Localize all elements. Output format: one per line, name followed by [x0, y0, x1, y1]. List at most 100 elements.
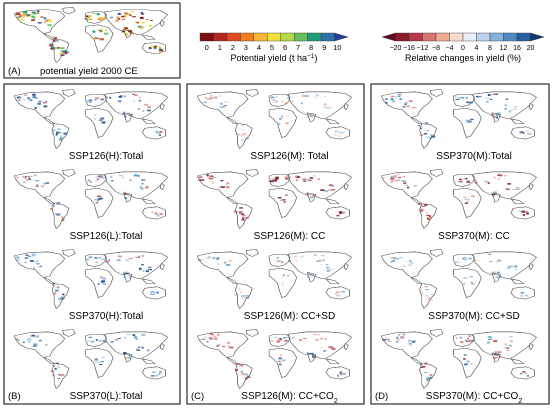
yield-grid-cell [497, 175, 502, 177]
yield-grid-cell [158, 46, 162, 49]
yield-grid-cell [123, 95, 127, 98]
yield-grid-cell [102, 283, 106, 285]
yield-grid-cell [90, 18, 93, 21]
yield-grid-cell [488, 253, 491, 255]
yield-grid-cell [310, 274, 314, 276]
yield-grid-cell [498, 178, 500, 181]
yield-grid-cell [471, 339, 474, 342]
yield-grid-cell [278, 363, 282, 366]
yield-grid-cell [222, 345, 225, 348]
yield-grid-cell [504, 104, 507, 106]
yield-grid-cell [431, 135, 436, 138]
yield-grid-cell [402, 265, 406, 267]
colorbar-swatch [226, 32, 241, 42]
yield-grid-cell [520, 295, 523, 297]
yield-grid-cell [459, 336, 463, 339]
yield-grid-cell [331, 346, 334, 348]
yield-grid-cell [148, 46, 152, 50]
yield-grid-cell [463, 258, 468, 261]
yield-grid-cell [454, 261, 460, 263]
yield-grid-cell [383, 260, 386, 262]
yield-grid-cell [295, 259, 299, 262]
yield-grid-cell [240, 213, 245, 216]
yield-grid-cell [128, 258, 133, 260]
yield-grid-cell [100, 121, 103, 123]
yield-grid-cell [429, 374, 433, 377]
yield-grid-cell [242, 214, 246, 217]
yield-change-overlay [16, 93, 163, 141]
yield-grid-cell [497, 173, 501, 176]
yield-grid-cell [208, 256, 213, 259]
yield-grid-cell [464, 339, 467, 342]
yield-grid-cell [59, 47, 65, 49]
yield-grid-cell [487, 182, 491, 184]
yield-grid-cell [141, 26, 145, 29]
world-map-outline [196, 249, 353, 309]
yield-grid-cell [40, 16, 44, 18]
yield-grid-cell [465, 121, 468, 124]
yield-grid-cell [33, 174, 37, 177]
yield-grid-cell [56, 286, 60, 289]
yield-grid-cell [391, 257, 394, 259]
yield-grid-cell [298, 257, 302, 260]
yield-grid-cell [428, 297, 431, 300]
yield-grid-cell [100, 117, 105, 120]
yield-grid-cell [330, 185, 335, 187]
yield-grid-cell [127, 271, 130, 274]
yield-grid-cell [469, 276, 474, 278]
yield-grid-cell [280, 199, 284, 202]
yield-grid-cell [408, 264, 412, 266]
panel-label: SSP126(H):Total [69, 151, 143, 162]
yield-grid-cell [123, 336, 127, 339]
yield-grid-cell [525, 372, 527, 374]
yield-grid-cell [149, 19, 153, 21]
yield-grid-cell [387, 339, 391, 341]
yield-grid-cell [139, 27, 143, 29]
yield-grid-cell [94, 37, 98, 40]
yield-grid-cell [17, 17, 20, 20]
yield-grid-cell [22, 11, 28, 14]
colorbar-swatch [476, 32, 491, 42]
yield-grid-cell [43, 105, 48, 108]
yield-grid-cell [246, 377, 251, 378]
yield-grid-cell [521, 291, 525, 294]
yield-grid-cell [94, 118, 96, 120]
yield-grid-cell [27, 337, 31, 340]
yield-grid-cell [276, 257, 280, 259]
yield-grid-cell [98, 175, 103, 178]
yield-grid-cell [17, 99, 20, 101]
yield-grid-cell [116, 255, 120, 257]
yield-grid-cell [490, 114, 494, 117]
yield-grid-cell [103, 32, 109, 35]
yield-grid-cell [463, 277, 468, 279]
yield-grid-cell [224, 101, 229, 103]
yield-grid-cell [309, 177, 314, 179]
yield-grid-cell [471, 283, 476, 285]
yield-grid-cell [333, 134, 338, 137]
colorbar-swatch [489, 32, 504, 42]
yield-grid-cell [144, 103, 147, 106]
yield-grid-cell [512, 108, 517, 111]
yield-grid-cell [96, 178, 100, 180]
colorbar-arrow-left [381, 32, 396, 42]
yield-grid-cell [470, 281, 473, 284]
yield-grid-cell [318, 96, 322, 99]
yield-grid-cell [461, 257, 464, 260]
yield-grid-cell [428, 215, 432, 218]
yield-grid-cell [465, 177, 468, 180]
yield-grid-cell [285, 194, 288, 196]
yield-grid-cell [425, 122, 429, 124]
yield-grid-cell [124, 197, 128, 200]
yield-grid-cell [109, 340, 115, 343]
yield-tick-label: 3 [244, 43, 248, 52]
yield-grid-cell [87, 340, 90, 342]
yield-grid-cell [142, 269, 145, 272]
yield-change-overlay [14, 333, 163, 381]
yield-grid-cell [494, 351, 497, 353]
colorbar-swatch [422, 32, 437, 42]
yield-grid-cell [322, 106, 326, 108]
yield-grid-cell [35, 180, 40, 182]
yield-grid-cell [150, 45, 155, 48]
yield-grid-cell [245, 296, 250, 299]
yield-grid-cell [384, 98, 388, 100]
